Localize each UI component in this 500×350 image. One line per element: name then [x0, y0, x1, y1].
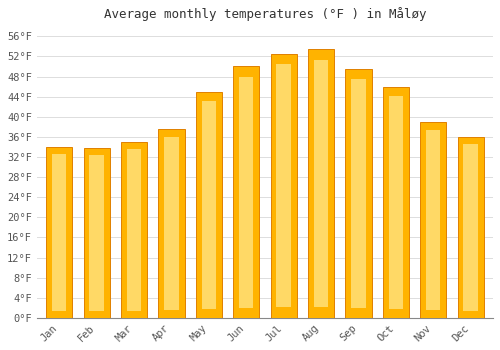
Bar	[90, 155, 104, 311]
Bar	[388, 96, 403, 309]
Bar	[420, 122, 446, 318]
Bar	[314, 60, 328, 307]
Bar	[464, 144, 478, 310]
Bar	[158, 129, 184, 318]
Bar	[270, 54, 296, 318]
Bar	[458, 137, 483, 318]
Bar	[346, 69, 372, 318]
Bar	[196, 92, 222, 318]
Bar	[308, 49, 334, 318]
Bar	[121, 142, 147, 318]
Bar	[202, 101, 216, 309]
Bar	[351, 79, 366, 308]
Bar	[164, 137, 178, 310]
Bar	[84, 148, 110, 318]
Bar	[52, 154, 66, 311]
Bar	[46, 147, 72, 318]
Bar	[239, 77, 254, 308]
Bar	[127, 149, 141, 311]
Bar	[233, 66, 260, 318]
Bar	[382, 86, 409, 318]
Bar	[276, 64, 291, 307]
Title: Average monthly temperatures (°F ) in Måløy: Average monthly temperatures (°F ) in Må…	[104, 7, 426, 21]
Bar	[426, 130, 440, 310]
